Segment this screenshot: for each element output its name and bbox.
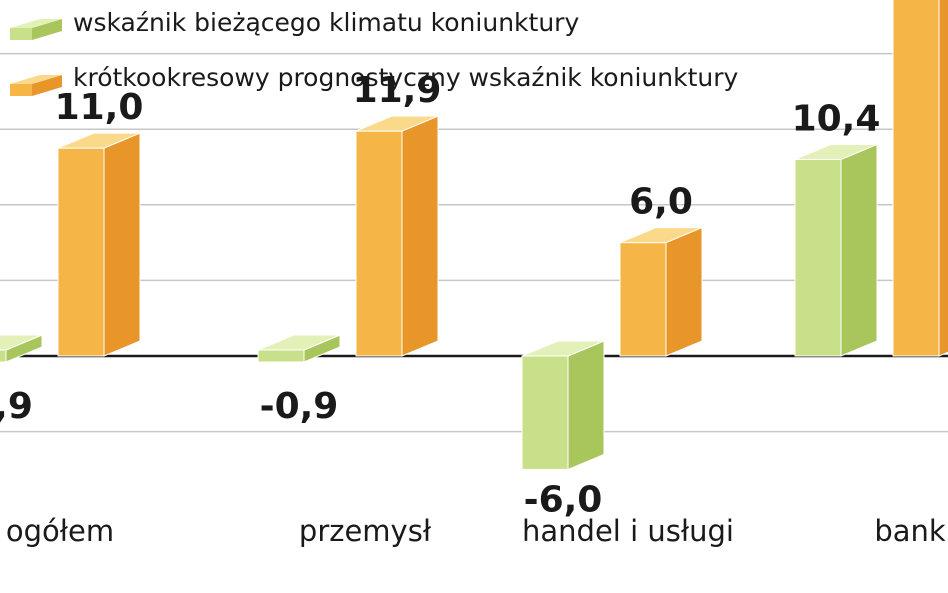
bar-side-face <box>401 115 439 357</box>
bar-side-face <box>840 143 878 357</box>
bar-side-face <box>103 132 141 357</box>
data-label: 0,9 <box>0 386 33 427</box>
bar-side-face <box>567 340 605 471</box>
bar-current <box>794 143 878 357</box>
bar-front-face <box>619 242 667 357</box>
category-label: ogółem <box>6 514 114 548</box>
swatch-side <box>32 19 62 40</box>
bar-top-face <box>355 115 439 132</box>
swatch-top <box>10 19 62 28</box>
bar-front-face <box>0 349 7 363</box>
swatch-front <box>10 28 32 40</box>
category-label: bank <box>874 514 946 548</box>
bar-side-face <box>665 226 703 357</box>
bar-top-face <box>57 132 141 149</box>
bar-top-face <box>619 227 703 244</box>
legend-label-forecast: krótkookresowy prognostyczny wskaźnik ko… <box>73 63 738 92</box>
swatch-side <box>32 75 62 96</box>
data-label: 10,4 <box>792 98 881 139</box>
category-label: handel i usługi <box>522 514 734 548</box>
bar-current <box>257 334 341 363</box>
bar-front-face <box>257 349 305 363</box>
bar-current <box>521 340 605 471</box>
data-label: -6,0 <box>524 479 603 520</box>
swatch-front <box>10 84 32 96</box>
value-labels: 0,911,0-0,911,9-6,06,010,419, <box>0 70 881 520</box>
bar-front-face <box>57 147 105 357</box>
bar-front-face <box>892 0 940 357</box>
category-label: przemysł <box>299 514 432 548</box>
category-labels: ogółem przemysł handel i usługi bank <box>6 514 946 548</box>
legend-swatch-current <box>10 19 62 40</box>
swatch-top <box>10 75 62 84</box>
bar-forecast <box>619 226 703 357</box>
legend-label-current: wskaźnik bieżącego klimatu koniunktury <box>73 8 579 37</box>
bar-top-face <box>794 143 878 160</box>
bar-forecast <box>57 132 141 357</box>
data-label: 11,9 <box>353 70 442 111</box>
legend: wskaźnik bieżącego klimatu koniunktury k… <box>10 8 738 96</box>
bar-top-face <box>0 334 43 351</box>
bar-front-face <box>521 355 569 470</box>
legend-item-forecast: krótkookresowy prognostyczny wskaźnik ko… <box>10 63 738 96</box>
data-label: 6,0 <box>629 182 693 223</box>
data-label: -0,9 <box>260 386 339 427</box>
bar-forecast <box>892 0 948 357</box>
legend-swatch-forecast <box>10 75 62 96</box>
bar-forecast <box>355 115 439 357</box>
bar-front-face <box>355 130 403 357</box>
bar-top-face <box>521 340 605 357</box>
bar-top-face <box>257 334 341 351</box>
bar-current <box>0 334 43 363</box>
legend-item-current: wskaźnik bieżącego klimatu koniunktury <box>10 8 579 40</box>
bar-side-face <box>938 0 948 357</box>
data-label: 11,0 <box>55 87 144 128</box>
bars <box>0 0 948 471</box>
bar-front-face <box>794 158 842 357</box>
